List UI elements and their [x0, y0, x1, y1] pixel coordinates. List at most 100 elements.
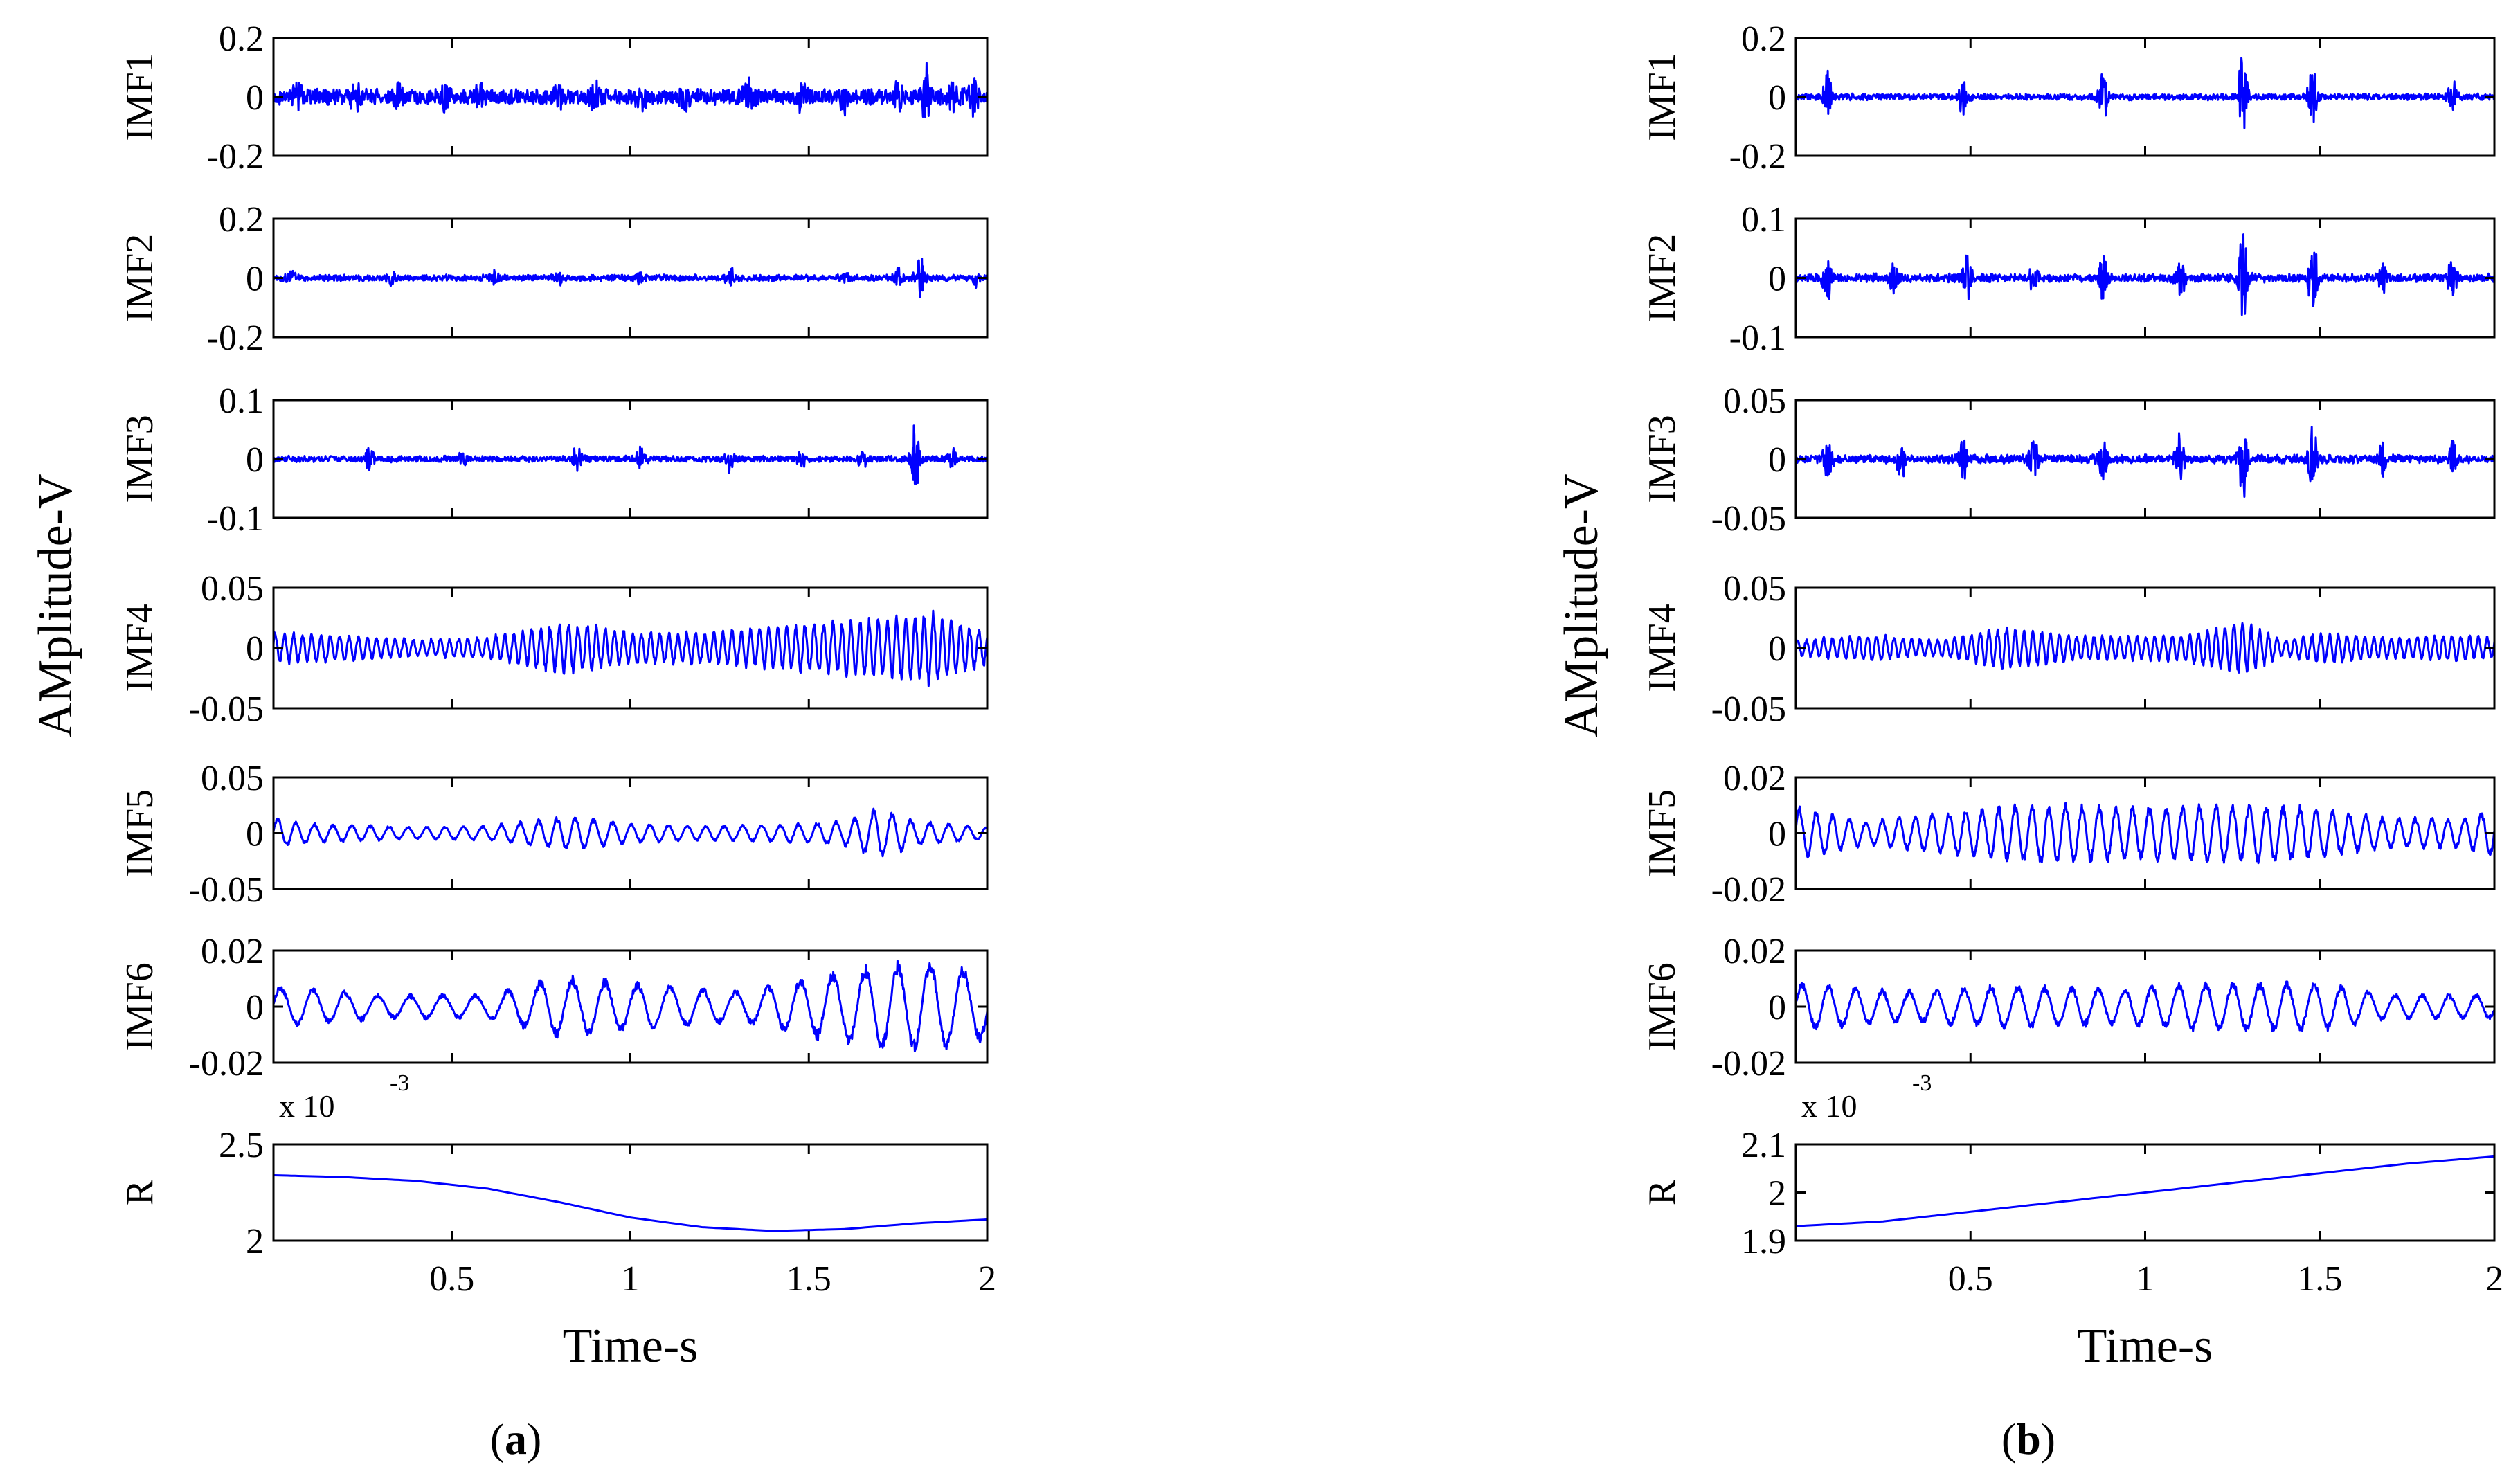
axes-frame: [272, 776, 989, 890]
subplot-imf3: 0.1 0 -0.1 IMF3: [118, 381, 989, 539]
y-tick-label: 0: [246, 629, 264, 669]
subplot-label: IMF5: [118, 789, 161, 878]
x-tick-label: 1: [622, 1259, 640, 1299]
subplot-label: IMF1: [1641, 53, 1684, 141]
y-tick-label: -0.05: [189, 690, 264, 729]
y-tick-label: 0.2: [219, 19, 264, 59]
y-tick-label: 0: [1768, 815, 1786, 854]
subplot-imf6: 0.02 0 -0.02 IMF6: [1641, 932, 2496, 1083]
subplot-imf6: 0.02 0 -0.02 IMF6: [118, 932, 989, 1083]
subplot-label: IMF2: [1641, 234, 1684, 323]
y-tick-label: 0: [246, 260, 264, 299]
subplot-label: IMF3: [1641, 415, 1684, 503]
series-line: [1796, 1155, 2494, 1227]
y-tick-label: 0.1: [219, 381, 264, 421]
x-tick-label: 0.5: [429, 1259, 474, 1299]
series-line: [273, 258, 987, 298]
series-line: [1796, 426, 2494, 498]
series-line: [273, 807, 987, 858]
subplot-label: IMF3: [118, 415, 161, 503]
y-tick-label: 0.02: [1723, 932, 1786, 971]
y-tick-label: -0.05: [189, 870, 264, 910]
chart-panel-b: 0.2 0 -0.2 IMF1 0.1 0 -0.1 IMF2 0.05 0 -0.05 IMF3 0.…: [1555, 19, 2503, 1464]
y-tick-label: 2.5: [219, 1126, 264, 1165]
subplot-imf4: 0.05 0 -0.05 IMF4: [118, 569, 989, 729]
exponent-power: -3: [390, 1070, 409, 1096]
y-tick-label: 0.1: [1741, 200, 1786, 240]
y-tick-label: 0.02: [1723, 759, 1786, 798]
panel-caption: (a): [490, 1414, 542, 1464]
subplot-imf5: 0.05 0 -0.05 IMF5: [118, 759, 989, 910]
exponent-label: x 10 -3: [279, 1070, 409, 1124]
y-tick-label: 0: [1768, 260, 1786, 299]
exponent-label: x 10 -3: [1801, 1070, 1932, 1124]
series-line: [273, 609, 987, 687]
series-line: [273, 1174, 987, 1232]
y-tick-label: 0: [1768, 78, 1786, 118]
y-tick-label: 2: [1768, 1174, 1786, 1214]
subplot-r: 2.1 2 1.9 Rx 10 -3 0.5 1 1.5 2 Time-s: [1641, 1070, 2503, 1373]
subplot-label: IMF5: [1641, 789, 1684, 878]
subplot-r: 2.5 2 Rx 10 -3 0.5 1 1.5 2 Time-s: [118, 1070, 996, 1373]
y-tick-label: -0.02: [1711, 870, 1786, 910]
y-tick-label: -0.05: [1711, 690, 1786, 729]
series-line: [1796, 57, 2494, 129]
subplot-label: R: [1641, 1179, 1684, 1205]
subplot-imf4: 0.05 0 -0.05 IMF4: [1641, 569, 2496, 729]
x-tick-label: 1: [2136, 1259, 2154, 1299]
exponent-base: x 10: [279, 1088, 335, 1124]
y-tick-label: 0.05: [201, 569, 264, 609]
subplot-imf2: 0.1 0 -0.1 IMF2: [1641, 200, 2496, 358]
y-tick-label: 0.2: [1741, 19, 1786, 59]
caption-paren-close: ): [2041, 1414, 2055, 1464]
y-axis-label: AMplitude-V: [1555, 474, 1608, 737]
caption-letter: a: [505, 1414, 527, 1464]
y-tick-label: 0.05: [201, 759, 264, 798]
y-tick-label: -0.2: [207, 318, 264, 358]
y-tick-label: -0.05: [1711, 499, 1786, 539]
subplot-label: IMF2: [118, 234, 161, 323]
series-line: [1796, 622, 2494, 674]
y-tick-label: 0: [1768, 629, 1786, 669]
subplot-label: IMF4: [118, 604, 161, 692]
y-tick-label: 2: [246, 1222, 264, 1261]
y-tick-label: -0.2: [1729, 137, 1786, 177]
exponent-power: -3: [1912, 1070, 1932, 1096]
x-tick-label: 2: [978, 1259, 996, 1299]
x-tick-label: 1.5: [2297, 1259, 2342, 1299]
y-tick-label: 0.02: [201, 932, 264, 971]
series-line: [1796, 233, 2494, 316]
subplot-label: IMF1: [118, 53, 161, 141]
y-tick-label: -0.02: [1711, 1044, 1786, 1083]
subplot-imf1: 0.2 0 -0.2 IMF1: [118, 19, 989, 177]
series-line: [273, 424, 987, 485]
chart-panel-a: 0.2 0 -0.2 IMF1 0.2 0 -0.2 IMF2 0.1 0 -0.1 IMF3 0.05…: [29, 19, 996, 1464]
y-tick-label: 0: [1768, 988, 1786, 1027]
subplot-imf5: 0.02 0 -0.02 IMF5: [1641, 759, 2496, 910]
y-tick-label: 0.2: [219, 200, 264, 240]
y-tick-label: 0.05: [1723, 569, 1786, 609]
y-tick-label: -0.02: [189, 1044, 264, 1083]
y-tick-label: 0: [1768, 440, 1786, 480]
panel-caption: (b): [2001, 1414, 2055, 1464]
y-tick-label: -0.2: [207, 137, 264, 177]
series-line: [1796, 980, 2494, 1032]
exponent-base: x 10: [1801, 1088, 1857, 1124]
y-tick-label: -0.1: [1729, 318, 1786, 358]
subplot-label: IMF4: [1641, 604, 1684, 692]
y-axis-label: AMplitude-V: [29, 474, 82, 737]
subplot-imf2: 0.2 0 -0.2 IMF2: [118, 200, 989, 358]
y-tick-label: -0.1: [207, 499, 264, 539]
x-tick-label: 0.5: [1948, 1259, 1993, 1299]
subplot-label: IMF6: [118, 962, 161, 1051]
caption-letter: b: [2016, 1414, 2041, 1464]
subplot-imf3: 0.05 0 -0.05 IMF3: [1641, 381, 2496, 539]
subplot-label: R: [118, 1179, 161, 1205]
y-tick-label: 1.9: [1741, 1222, 1786, 1261]
series-line: [273, 62, 987, 118]
subplot-label: IMF6: [1641, 962, 1684, 1051]
y-tick-label: 0: [246, 440, 264, 480]
series-line: [1796, 802, 2494, 865]
x-axis-label: Time-s: [563, 1320, 699, 1373]
